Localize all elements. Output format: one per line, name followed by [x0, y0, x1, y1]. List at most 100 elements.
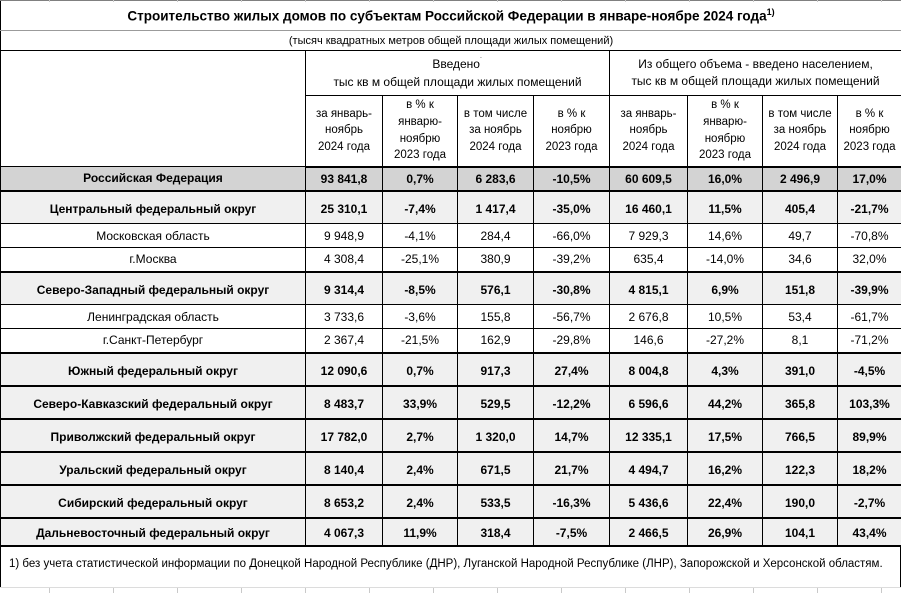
col-header-jan-nov-2024: за январь- ноябрь 2024 года: [305, 95, 383, 168]
value-cell: 146,6: [609, 328, 688, 354]
region-name: Ленинградская область: [0, 304, 306, 329]
region-name: Московская область: [0, 223, 306, 248]
value-cell: 1 417,4: [457, 190, 534, 224]
value-cell: 8 483,7: [305, 385, 383, 420]
value-cell: 17,5%: [687, 418, 763, 453]
value-cell: 89,9%: [836, 418, 901, 453]
value-cell: 0,7%: [382, 352, 458, 387]
value-cell: -30,8%: [533, 271, 610, 305]
table-row-far-eastern-fd: Дальневосточный федеральный округ 4 067,…: [0, 517, 901, 547]
value-cell: 365,8: [762, 385, 838, 420]
value-cell: 43,4%: [836, 517, 901, 547]
value-cell: 766,5: [762, 418, 838, 453]
housing-construction-table: Строительство жилых домов по субъектам Р…: [0, 0, 901, 547]
group2-subtitle: тыс кв м общей площади жилых помещений: [631, 74, 880, 88]
value-cell: -3,6%: [382, 304, 458, 329]
value-cell: 16,2%: [687, 451, 763, 486]
value-cell: -25,1%: [382, 247, 458, 273]
value-cell: 1 320,0: [457, 418, 534, 453]
group-header-by-population: Из общего объема - введено населением, ты…: [608, 50, 901, 96]
value-cell: 93 841,8: [305, 166, 383, 192]
value-cell: -2,7%: [836, 484, 901, 519]
col-header-jan-nov-2024-pop: за январь- ноябрь 2024 года: [609, 95, 688, 168]
table-row-moscow-city: г.Москва 4 308,4 -25,1% 380,9 -39,2% 635…: [0, 247, 901, 273]
value-cell: 917,3: [457, 352, 534, 387]
value-cell: -27,2%: [687, 328, 763, 354]
page-subtitle: (тысяч квадратных метров общей площади ж…: [0, 30, 901, 51]
region-name: Российская Федерация: [0, 166, 306, 192]
value-cell: -14,0%: [687, 247, 763, 273]
value-cell: 27,4%: [533, 352, 610, 387]
value-cell: -66,0%: [533, 223, 610, 248]
value-cell: 318,4: [457, 517, 534, 547]
value-cell: -16,3%: [533, 484, 610, 519]
table-title-row: Строительство жилых домов по субъектам Р…: [0, 0, 901, 31]
value-cell: 4,3%: [687, 352, 763, 387]
table-row-volga-fd: Приволжский федеральный округ 17 782,0 2…: [0, 418, 901, 453]
value-cell: 32,0%: [836, 247, 901, 273]
col-header-nov-2024-pop: в том числе за ноябрь 2024 года: [762, 95, 838, 168]
col-header-nov-2024: в том числе за ноябрь 2024 года: [457, 95, 534, 168]
table-row-north-caucasian-fd: Северо-Кавказский федеральный округ 8 48…: [0, 385, 901, 420]
value-cell: 0,7%: [382, 166, 458, 192]
spreadsheet-gridline-stubs-bottom: [0, 587, 901, 593]
value-cell: 2 496,9: [762, 166, 838, 192]
value-cell: 16,0%: [687, 166, 763, 192]
region-name: Северо-Западный федеральный округ: [0, 271, 306, 305]
title-footnote-marker: 1): [766, 7, 775, 18]
value-cell: 2,4%: [382, 484, 458, 519]
value-cell: -10,5%: [533, 166, 610, 192]
value-cell: 284,4: [457, 223, 534, 248]
value-cell: 671,5: [457, 451, 534, 486]
value-cell: 12 090,6: [305, 352, 383, 387]
value-cell: 6,9%: [687, 271, 763, 305]
value-cell: 44,2%: [687, 385, 763, 420]
value-cell: 4 494,7: [609, 451, 688, 486]
region-name: Сибирский федеральный округ: [0, 484, 306, 519]
value-cell: -21,5%: [382, 328, 458, 354]
value-cell: 2 367,4: [305, 328, 383, 354]
region-name: Центральный федеральный округ: [0, 190, 306, 224]
value-cell: 576,1: [457, 271, 534, 305]
value-cell: 16 460,1: [609, 190, 688, 224]
group1-marker: ˙: [479, 56, 483, 66]
region-name: г.Москва: [0, 247, 306, 273]
value-cell: 2 676,8: [609, 304, 688, 329]
table-row-moscow-oblast: Московская область 9 948,9 -4,1% 284,4 -…: [0, 223, 901, 248]
value-cell: 10,5%: [687, 304, 763, 329]
value-cell: 7 929,3: [609, 223, 688, 248]
value-cell: 151,8: [762, 271, 838, 305]
region-name: Уральский федеральный округ: [0, 451, 306, 486]
col-header-pct-nov-2023-pop: в % к ноябрю 2023 года: [836, 95, 901, 168]
group-header-introduced: Введено˙ тыс кв м общей площади жилых пом…: [305, 50, 610, 96]
value-cell: -39,2%: [533, 247, 610, 273]
group1-subtitle: тыс кв м общей площади жилых помещений: [333, 74, 582, 89]
value-cell: 8,1: [762, 328, 838, 354]
value-cell: 8 140,4: [305, 451, 383, 486]
page-title-text: Строительство жилых домов по субъектам Р…: [127, 8, 767, 24]
value-cell: 25 310,1: [305, 190, 383, 224]
value-cell: -8,5%: [382, 271, 458, 305]
region-name: г.Санкт-Петербург: [0, 328, 306, 354]
spreadsheet-gridline-stubs-top: [0, 0, 901, 2]
value-cell: -39,9%: [836, 271, 901, 305]
value-cell: -12,2%: [533, 385, 610, 420]
value-cell: 103,3%: [836, 385, 901, 420]
value-cell: 14,6%: [687, 223, 763, 248]
value-cell: 5 436,6: [609, 484, 688, 519]
value-cell: -7,4%: [382, 190, 458, 224]
header-group-row: Введено˙ тыс кв м общей площади жилых пом…: [0, 50, 901, 167]
table-row-russian-federation: Российская Федерация 93 841,8 0,7% 6 283…: [0, 166, 901, 192]
value-cell: 34,6: [762, 247, 838, 273]
value-cell: 12 335,1: [609, 418, 688, 453]
value-cell: 8 004,8: [609, 352, 688, 387]
footnote: 1) без учета статистической информации п…: [0, 547, 901, 587]
value-cell: 405,4: [762, 190, 838, 224]
value-cell: 4 308,4: [305, 247, 383, 273]
value-cell: 2,7%: [382, 418, 458, 453]
value-cell: 4 815,1: [609, 271, 688, 305]
value-cell: 11,9%: [382, 517, 458, 547]
table-row-northwestern-fd: Северо-Западный федеральный округ 9 314,…: [0, 271, 901, 305]
value-cell: -35,0%: [533, 190, 610, 224]
